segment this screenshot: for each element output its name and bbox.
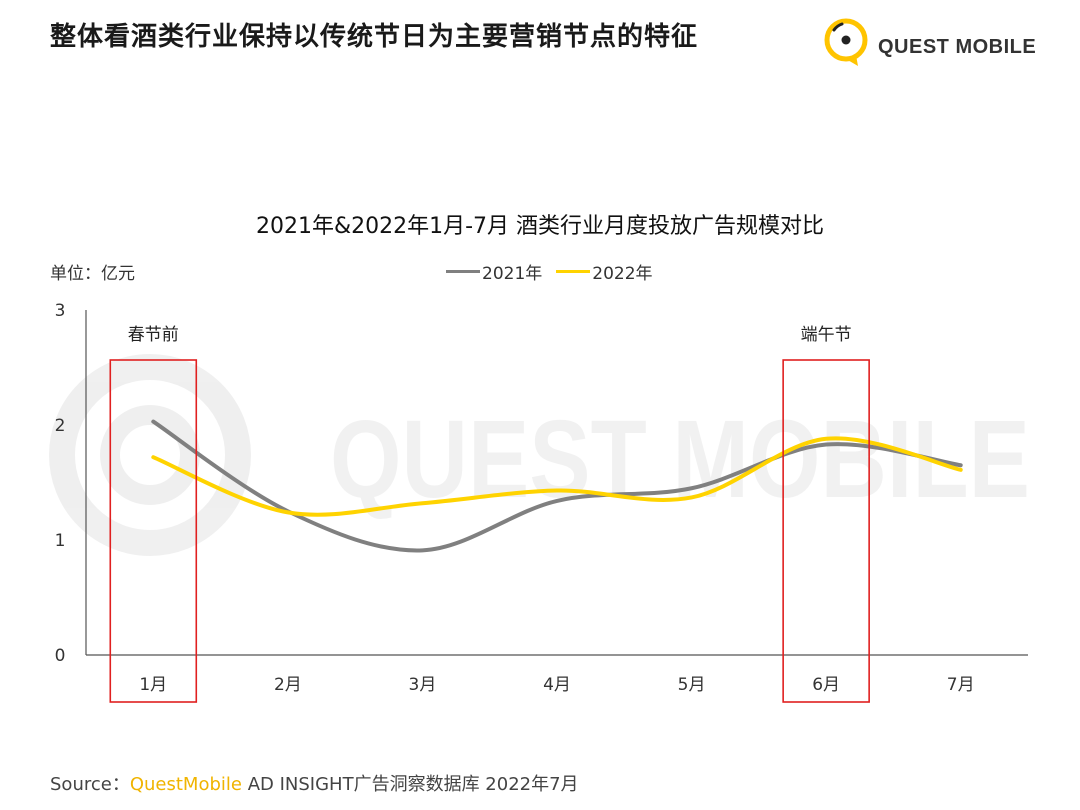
y-tick-label: 1 — [55, 531, 66, 551]
source-rest: AD INSIGHT广告洞察数据库 2022年7月 — [241, 774, 579, 795]
highlight-label: 端午节 — [801, 325, 852, 345]
page-title: 整体看酒类行业保持以传统节日为主要营销节点的特征 — [50, 22, 699, 52]
legend-item-2022: 2022年 — [556, 259, 653, 284]
source-line: Source：QuestMobile AD INSIGHT广告洞察数据库 202… — [50, 770, 579, 796]
legend-label-2021: 2021年 — [482, 264, 543, 284]
source-prefix: Source： — [50, 774, 130, 795]
x-tick-label: 2月 — [274, 675, 302, 695]
x-tick-label: 5月 — [678, 675, 706, 695]
x-tick-label: 6月 — [812, 675, 840, 695]
x-tick-label: 7月 — [947, 675, 975, 695]
series-line-2022年 — [151, 436, 963, 517]
y-tick-label: 3 — [55, 301, 66, 321]
brand-name: QUEST MOBILE — [878, 36, 1037, 58]
chart-legend: 2021年 2022年 — [446, 259, 667, 284]
chart-title: 2021年&2022年1月-7月 酒类行业月度投放广告规模对比 — [255, 214, 825, 239]
brand-logo: QUEST MOBILE — [820, 14, 1050, 70]
y-tick-label: 0 — [55, 646, 66, 666]
highlight-box — [109, 359, 198, 703]
highlight-box — [782, 359, 870, 703]
quest-mobile-logo-icon — [824, 18, 868, 66]
x-tick-label: 3月 — [409, 675, 437, 695]
legend-swatch-2022 — [556, 270, 591, 273]
legend-label-2022: 2022年 — [592, 264, 653, 284]
unit-label: 单位：亿元 — [50, 264, 135, 284]
series-line-2021年 — [151, 419, 963, 553]
legend-swatch-2021 — [446, 270, 480, 273]
legend-item-2021: 2021年 — [446, 259, 542, 284]
x-tick-label: 1月 — [139, 675, 167, 695]
source-brand: QuestMobile — [129, 774, 242, 795]
highlight-label: 春节前 — [128, 325, 179, 345]
y-tick-label: 2 — [55, 416, 66, 436]
x-tick-label: 4月 — [543, 675, 571, 695]
